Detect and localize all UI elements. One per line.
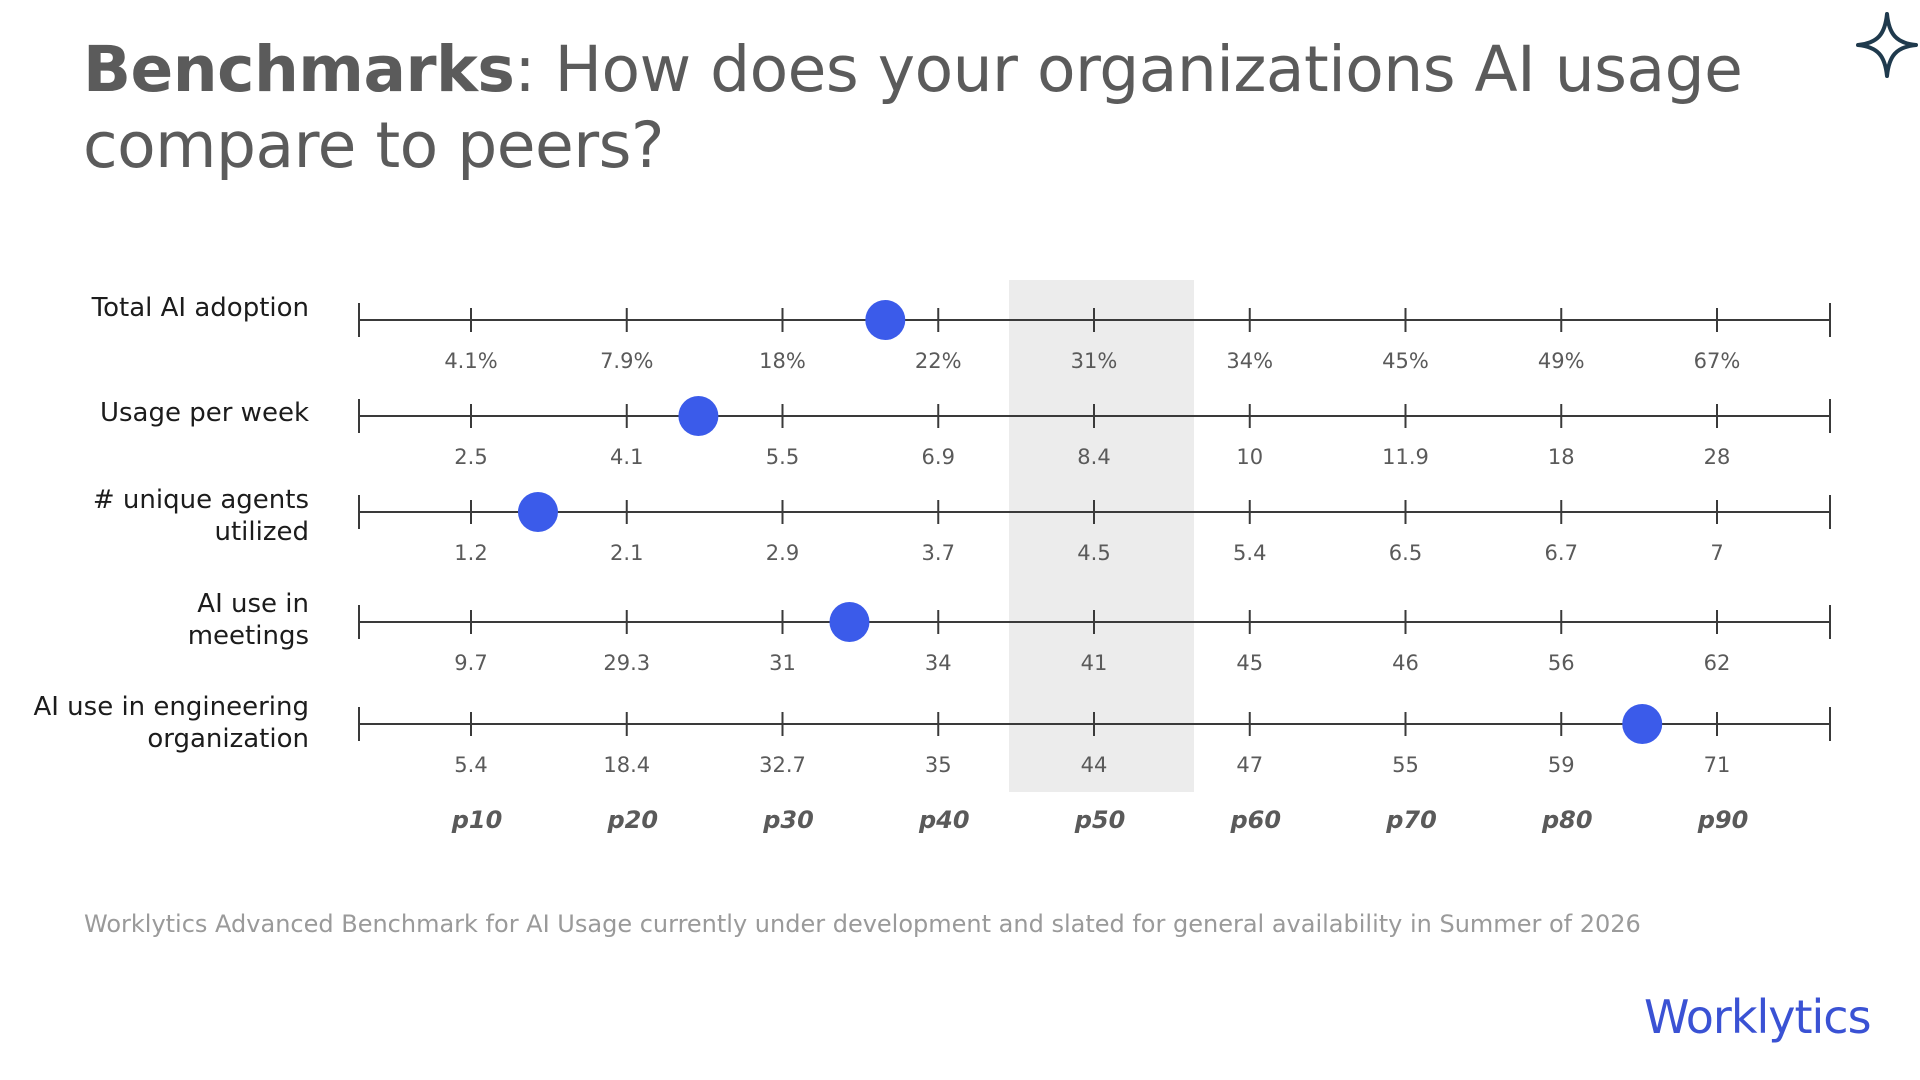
- worklytics-logo: Worklytics: [1640, 990, 1872, 1060]
- tick-label: 6.5: [1389, 541, 1422, 565]
- tick-label: 7.9%: [600, 349, 653, 373]
- tick-label: 1.2: [454, 541, 487, 565]
- row-label: # unique agents utilized: [92, 485, 309, 547]
- percentile-label: p70: [1385, 806, 1437, 834]
- tick-label: 59: [1548, 753, 1575, 777]
- percentile-label: p20: [606, 806, 658, 834]
- tick-label: 71: [1704, 753, 1731, 777]
- tick-label: 5.4: [454, 753, 487, 777]
- tick-label: 9.7: [454, 651, 487, 675]
- tick-label: 34: [925, 651, 952, 675]
- tick-label: 47: [1236, 753, 1263, 777]
- benchmark-chart: 4.1% 7.9% 18% 22% 31% 34% 45% 49% 67% 2.5 4.1 5.5 6.…: [358, 280, 1831, 834]
- tick-label: 56: [1548, 651, 1575, 675]
- tick-label: 18%: [759, 349, 806, 373]
- tick-label: 10: [1236, 445, 1263, 469]
- percentile-label: p60: [1229, 806, 1281, 834]
- percentile-label: p40: [918, 806, 970, 834]
- title-rest: : How does your organizations AI usage c…: [83, 33, 1743, 182]
- benchmark-marker: [678, 396, 719, 436]
- sparkle-icon: [1856, 12, 1918, 78]
- tick-label: 4.1: [610, 445, 643, 469]
- tick-label: 45%: [1382, 349, 1429, 373]
- tick-label: 45: [1236, 651, 1263, 675]
- percentile-label: p90: [1697, 806, 1749, 834]
- benchmark-marker: [1622, 704, 1663, 744]
- tick-label: 34%: [1226, 349, 1273, 373]
- tick-label: 31%: [1071, 349, 1118, 373]
- row-label: Total AI adoption: [91, 293, 309, 323]
- tick-label: 31: [769, 651, 796, 675]
- tick-label: 11.9: [1382, 445, 1429, 469]
- percentile-label: p10: [451, 806, 503, 834]
- tick-label: 35: [925, 753, 952, 777]
- benchmark-marker: [829, 602, 870, 642]
- footnote: Worklytics Advanced Benchmark for AI Usa…: [84, 910, 1641, 938]
- tick-label: 67%: [1694, 349, 1741, 373]
- row-label: AI use in engineering organization: [33, 692, 309, 754]
- tick-label: 3.7: [922, 541, 955, 565]
- tick-label: 5.5: [766, 445, 799, 469]
- percentile-label: p50: [1074, 806, 1126, 834]
- tick-label: 2.5: [454, 445, 487, 469]
- tick-label: 62: [1704, 651, 1731, 675]
- brand-name: Worklytics: [1644, 990, 1872, 1044]
- tick-label: 49%: [1538, 349, 1585, 373]
- tick-label: 41: [1081, 651, 1108, 675]
- tick-label: 18.4: [603, 753, 650, 777]
- tick-label: 6.7: [1545, 541, 1578, 565]
- tick-label: 46: [1392, 651, 1419, 675]
- slide-title: Benchmarks: How does your organizations …: [83, 32, 1873, 184]
- tick-label: 28: [1704, 445, 1731, 469]
- row-label: Usage per week: [99, 398, 309, 428]
- tick-label: 4.5: [1077, 541, 1110, 565]
- tick-label: 22%: [915, 349, 962, 373]
- title-lead: Benchmarks: [83, 33, 515, 106]
- tick-label: 2.1: [610, 541, 643, 565]
- tick-label: 18: [1548, 445, 1575, 469]
- tick-label: 55: [1392, 753, 1419, 777]
- tick-label: 32.7: [759, 753, 806, 777]
- benchmark-marker: [517, 492, 558, 532]
- tick-label: 6.9: [922, 445, 955, 469]
- tick-label: 29.3: [603, 651, 650, 675]
- tick-label: 44: [1081, 753, 1108, 777]
- median-band: [1009, 280, 1194, 792]
- benchmark-marker: [865, 300, 906, 340]
- tick-label: 8.4: [1077, 445, 1110, 469]
- percentile-label: p30: [762, 806, 814, 834]
- tick-label: 2.9: [766, 541, 799, 565]
- percentile-label: p80: [1541, 806, 1593, 834]
- row-label: AI use in meetings: [187, 589, 309, 651]
- tick-label: 7: [1710, 541, 1723, 565]
- tick-label: 5.4: [1233, 541, 1266, 565]
- tick-label: 4.1%: [444, 349, 497, 373]
